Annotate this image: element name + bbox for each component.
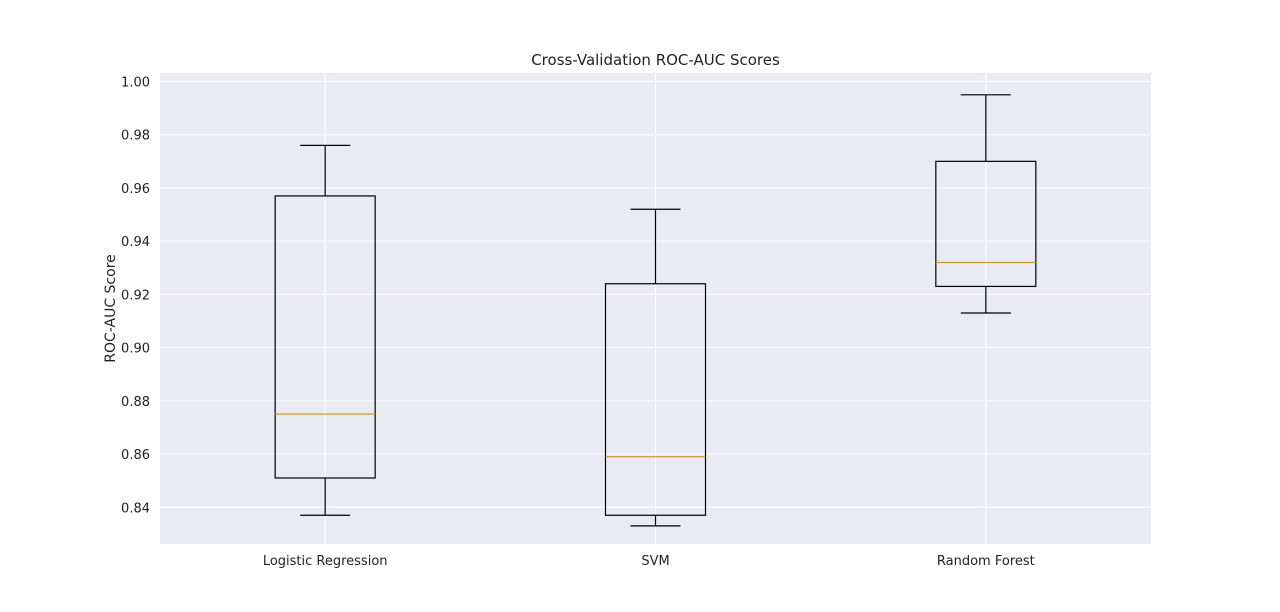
chart-title: Cross-Validation ROC-AUC Scores (531, 51, 780, 69)
x-tick-label: SVM (641, 554, 669, 569)
box-plot (935, 94, 1037, 314)
box-plot (604, 208, 707, 527)
y-axis-ticks: 0.84 0.86 0.88 0.90 0.92 0.94 0.96 0.98 1.00 (121, 76, 150, 517)
iqr-box (274, 195, 376, 479)
iqr-box (935, 160, 1037, 288)
y-tick-label: 0.84 (121, 501, 150, 516)
x-tick-label: Logistic Regression (263, 554, 388, 569)
y-tick-label: 0.90 (121, 342, 150, 357)
y-tick-label: 0.86 (121, 448, 150, 463)
y-tick-label: 1.00 (121, 76, 150, 91)
y-tick-label: 0.94 (121, 235, 150, 250)
y-tick-label: 0.96 (121, 182, 150, 197)
box-series (274, 94, 1037, 527)
y-tick-label: 0.92 (121, 288, 150, 303)
iqr-box (604, 283, 707, 516)
x-tick-label: Random Forest (937, 554, 1035, 569)
x-axis-ticks: Logistic Regression SVM Random Forest (263, 554, 1035, 569)
y-axis-label: ROC-AUC Score (103, 254, 119, 363)
box-plot (274, 144, 376, 516)
grid-lines (160, 73, 1151, 544)
y-tick-label: 0.98 (121, 129, 150, 144)
y-tick-label: 0.88 (121, 395, 150, 410)
